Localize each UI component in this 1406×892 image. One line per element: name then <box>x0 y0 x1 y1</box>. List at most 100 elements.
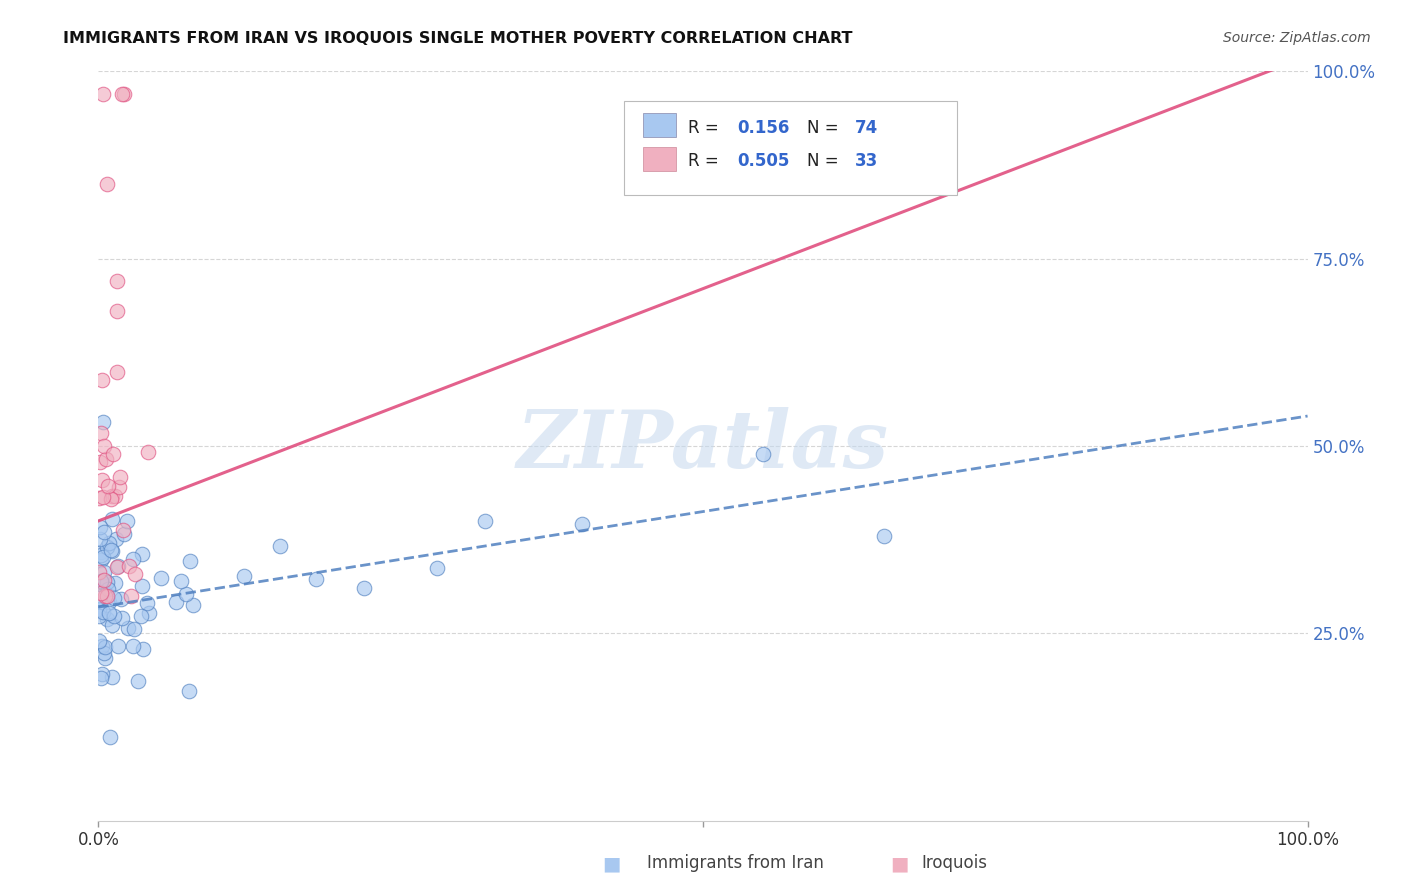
Point <box>98 606 121 620</box>
Point <box>115 515 138 529</box>
Text: ■: ■ <box>602 854 621 873</box>
Point <box>111 611 134 625</box>
Point <box>305 572 328 586</box>
Point <box>105 560 128 574</box>
FancyBboxPatch shape <box>624 102 957 195</box>
Text: N =: N = <box>807 153 844 170</box>
Point <box>426 561 449 575</box>
Point <box>117 621 139 635</box>
Point <box>101 512 124 526</box>
Text: ■: ■ <box>890 854 910 873</box>
Point <box>87 591 110 606</box>
Point <box>132 641 155 656</box>
Point <box>87 608 110 623</box>
Point <box>91 606 114 620</box>
Point <box>97 479 120 493</box>
Point <box>90 586 112 600</box>
Point <box>96 574 118 589</box>
Point <box>104 489 127 503</box>
Point <box>98 595 121 609</box>
Point <box>136 596 159 610</box>
Point <box>138 445 160 459</box>
Point <box>90 576 112 591</box>
Point <box>93 566 115 580</box>
Point <box>89 603 111 617</box>
Point <box>165 595 187 609</box>
Point <box>90 574 112 588</box>
Point <box>93 415 115 429</box>
Point <box>89 532 111 546</box>
Text: 0.156: 0.156 <box>737 119 789 136</box>
Point <box>87 602 110 616</box>
Point <box>112 87 135 101</box>
Point <box>174 587 197 601</box>
Point <box>105 365 128 379</box>
Point <box>90 552 112 566</box>
Text: R =: R = <box>689 153 724 170</box>
Point <box>269 539 291 553</box>
Point <box>91 490 114 504</box>
Point <box>474 514 496 528</box>
Point <box>353 581 375 595</box>
Point <box>89 491 111 506</box>
Point <box>107 639 129 653</box>
Point <box>90 666 112 681</box>
Text: IMMIGRANTS FROM IRAN VS IROQUOIS SINGLE MOTHER POVERTY CORRELATION CHART: IMMIGRANTS FROM IRAN VS IROQUOIS SINGLE … <box>63 31 853 46</box>
Point <box>101 447 124 461</box>
Point <box>94 640 117 654</box>
Point <box>100 670 122 684</box>
Point <box>111 523 134 537</box>
Point <box>89 633 111 648</box>
Point <box>94 452 117 467</box>
Point <box>122 551 145 566</box>
Point <box>100 544 122 558</box>
Point <box>100 491 122 506</box>
Text: 33: 33 <box>855 153 879 170</box>
Point <box>181 599 204 613</box>
Point <box>169 574 191 589</box>
Point <box>122 639 145 653</box>
Text: 74: 74 <box>855 119 879 136</box>
Point <box>138 606 160 620</box>
Point <box>90 549 112 563</box>
Point <box>98 730 121 744</box>
Point <box>110 592 132 607</box>
FancyBboxPatch shape <box>643 147 676 171</box>
Point <box>105 532 128 546</box>
Point <box>90 574 112 589</box>
Text: 0.505: 0.505 <box>737 153 789 170</box>
Point <box>112 526 135 541</box>
Point <box>93 550 115 565</box>
Point <box>232 569 254 583</box>
Point <box>120 589 142 603</box>
Point <box>752 447 775 461</box>
Point <box>129 608 152 623</box>
Point <box>103 609 125 624</box>
Text: R =: R = <box>689 119 724 136</box>
Point <box>90 639 112 653</box>
Point <box>96 541 118 555</box>
Point <box>103 591 125 605</box>
Point <box>90 373 112 387</box>
Point <box>93 87 115 101</box>
Point <box>108 470 131 484</box>
Point <box>97 536 120 550</box>
Point <box>90 545 112 559</box>
Point <box>94 589 117 603</box>
Point <box>96 177 118 191</box>
Point <box>118 558 141 573</box>
Point <box>124 566 146 581</box>
Point <box>89 520 111 534</box>
Point <box>87 565 110 579</box>
Point <box>127 674 149 689</box>
Point <box>105 274 128 288</box>
Point <box>93 439 115 453</box>
Text: Iroquois: Iroquois <box>921 855 987 872</box>
Point <box>93 646 115 660</box>
Point <box>89 455 111 469</box>
Point <box>101 618 124 632</box>
Point <box>131 579 153 593</box>
Point <box>96 612 118 626</box>
Point <box>94 650 117 665</box>
Point <box>108 480 131 494</box>
